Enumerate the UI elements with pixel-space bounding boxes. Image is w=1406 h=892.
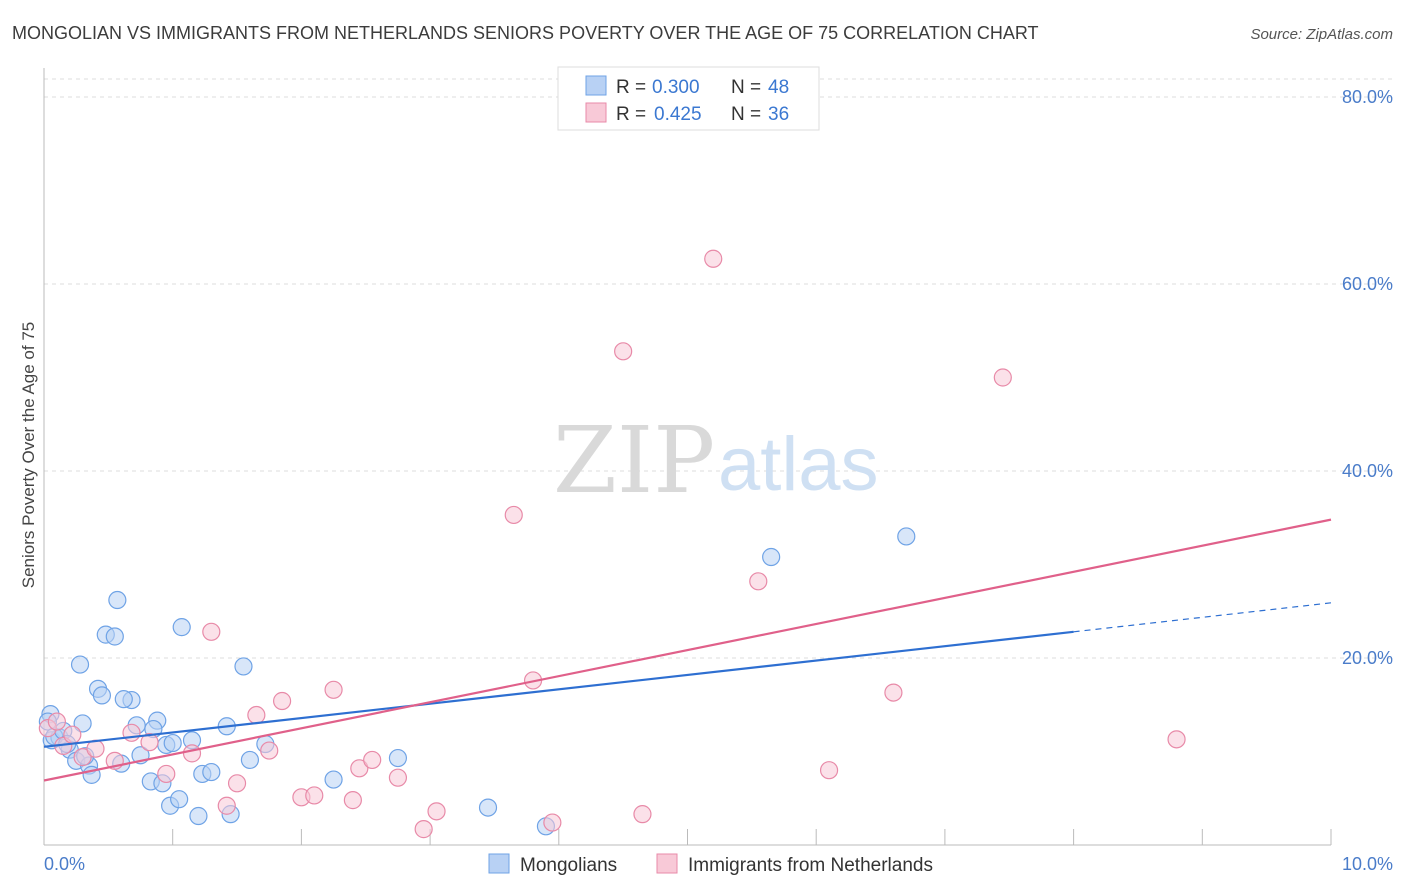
point-mongolians-26 <box>189 806 208 826</box>
x-tick-label-1: 10.0% <box>1342 854 1393 874</box>
point-netherlands-10 <box>182 744 202 763</box>
y-tick-label-0: 20.0% <box>1342 648 1393 668</box>
y-tick-label-3: 80.0% <box>1342 87 1393 107</box>
point-mongolians-43 <box>114 690 133 709</box>
y-tick-label-2: 60.0% <box>1342 274 1393 294</box>
point-netherlands-21 <box>350 759 369 778</box>
data-points <box>38 249 1186 839</box>
trend-line-extension-mongolians <box>1073 602 1332 633</box>
point-netherlands-25 <box>427 802 446 821</box>
series-legend: Mongolians Immigrants from Netherlands <box>488 853 933 876</box>
legend-r-value-0: 0.300 <box>652 77 700 98</box>
point-mongolians-34 <box>324 770 343 789</box>
bottom-legend-label-netherlands: Immigrants from Netherlands <box>688 855 933 876</box>
point-mongolians-7 <box>73 714 92 733</box>
legend-swatch-netherlands <box>585 102 607 123</box>
point-netherlands-20 <box>343 791 362 810</box>
point-mongolians-23 <box>170 790 189 809</box>
point-netherlands-34 <box>884 683 903 702</box>
point-netherlands-14 <box>247 705 266 725</box>
point-mongolians-28 <box>202 762 221 782</box>
legend-n-label-0: N = <box>731 77 761 98</box>
point-mongolians-39 <box>897 527 916 546</box>
point-netherlands-23 <box>388 768 408 787</box>
legend-n-value-1: 36 <box>768 104 789 125</box>
bottom-legend-swatch-mongolians <box>488 853 510 874</box>
y-tick-labels: 20.0% 40.0% 60.0% 80.0% <box>1342 87 1393 668</box>
point-mongolians-31 <box>234 657 253 676</box>
point-mongolians-35 <box>388 748 408 768</box>
point-mongolians-13 <box>108 590 127 610</box>
point-mongolians-45 <box>163 733 182 753</box>
point-netherlands-30 <box>633 805 652 824</box>
point-netherlands-36 <box>1167 730 1186 749</box>
point-mongolians-38 <box>762 547 781 567</box>
legend-r-label-0: R = <box>616 77 646 98</box>
point-netherlands-12 <box>217 796 236 815</box>
legend-n-label-1: N = <box>731 104 761 125</box>
point-netherlands-4 <box>73 748 92 767</box>
y-axis-label: Seniors Poverty Over the Age of 75 <box>19 322 38 588</box>
legend-swatch-mongolians <box>585 75 607 96</box>
point-mongolians-8 <box>70 655 90 674</box>
legend-r-label-1: R = <box>616 104 646 125</box>
point-mongolians-36 <box>478 798 498 817</box>
point-netherlands-11 <box>202 622 221 641</box>
watermark-zip: ZIP <box>553 407 715 514</box>
point-netherlands-1 <box>47 712 66 731</box>
trend-lines <box>43 518 1332 782</box>
stats-legend: R = 0.300 N = 48 R = 0.425 N = 36 <box>557 66 820 131</box>
point-mongolians-12 <box>105 627 124 646</box>
x-tick-label-0: 0.0% <box>44 854 85 874</box>
trend-line-mongolians <box>43 630 1074 748</box>
bottom-legend-label-mongolians: Mongolians <box>520 855 617 876</box>
point-netherlands-16 <box>272 691 292 711</box>
point-netherlands-29 <box>614 342 633 361</box>
point-netherlands-35 <box>993 368 1012 387</box>
bottom-legend-swatch-netherlands <box>656 853 678 874</box>
legend-r-value-1: 0.425 <box>654 104 702 125</box>
point-netherlands-13 <box>227 774 247 793</box>
gridlines <box>44 78 1393 659</box>
y-tick-label-1: 40.0% <box>1342 461 1393 481</box>
point-netherlands-9 <box>157 764 176 784</box>
chart-title: MONGOLIAN VS IMMIGRANTS FROM NETHERLANDS… <box>12 23 1039 43</box>
watermark-atlas: atlas <box>718 422 879 507</box>
point-netherlands-8 <box>140 733 159 752</box>
point-netherlands-26 <box>504 505 523 525</box>
watermark: ZIP atlas <box>553 407 879 514</box>
point-netherlands-18 <box>305 786 324 805</box>
point-netherlands-33 <box>819 761 839 780</box>
point-mongolians-42 <box>92 686 112 705</box>
trend-line-netherlands <box>43 518 1332 782</box>
point-mongolians-32 <box>240 750 260 770</box>
point-netherlands-22 <box>363 750 382 770</box>
point-netherlands-24 <box>414 820 433 839</box>
point-mongolians-24 <box>172 618 191 637</box>
point-netherlands-19 <box>324 680 343 699</box>
point-netherlands-31 <box>704 249 723 268</box>
legend-n-value-0: 48 <box>768 77 789 98</box>
point-netherlands-3 <box>63 725 82 744</box>
point-netherlands-32 <box>749 572 768 591</box>
point-netherlands-28 <box>543 813 562 832</box>
chart-source: Source: ZipAtlas.com <box>1250 26 1393 43</box>
point-netherlands-15 <box>260 741 279 760</box>
